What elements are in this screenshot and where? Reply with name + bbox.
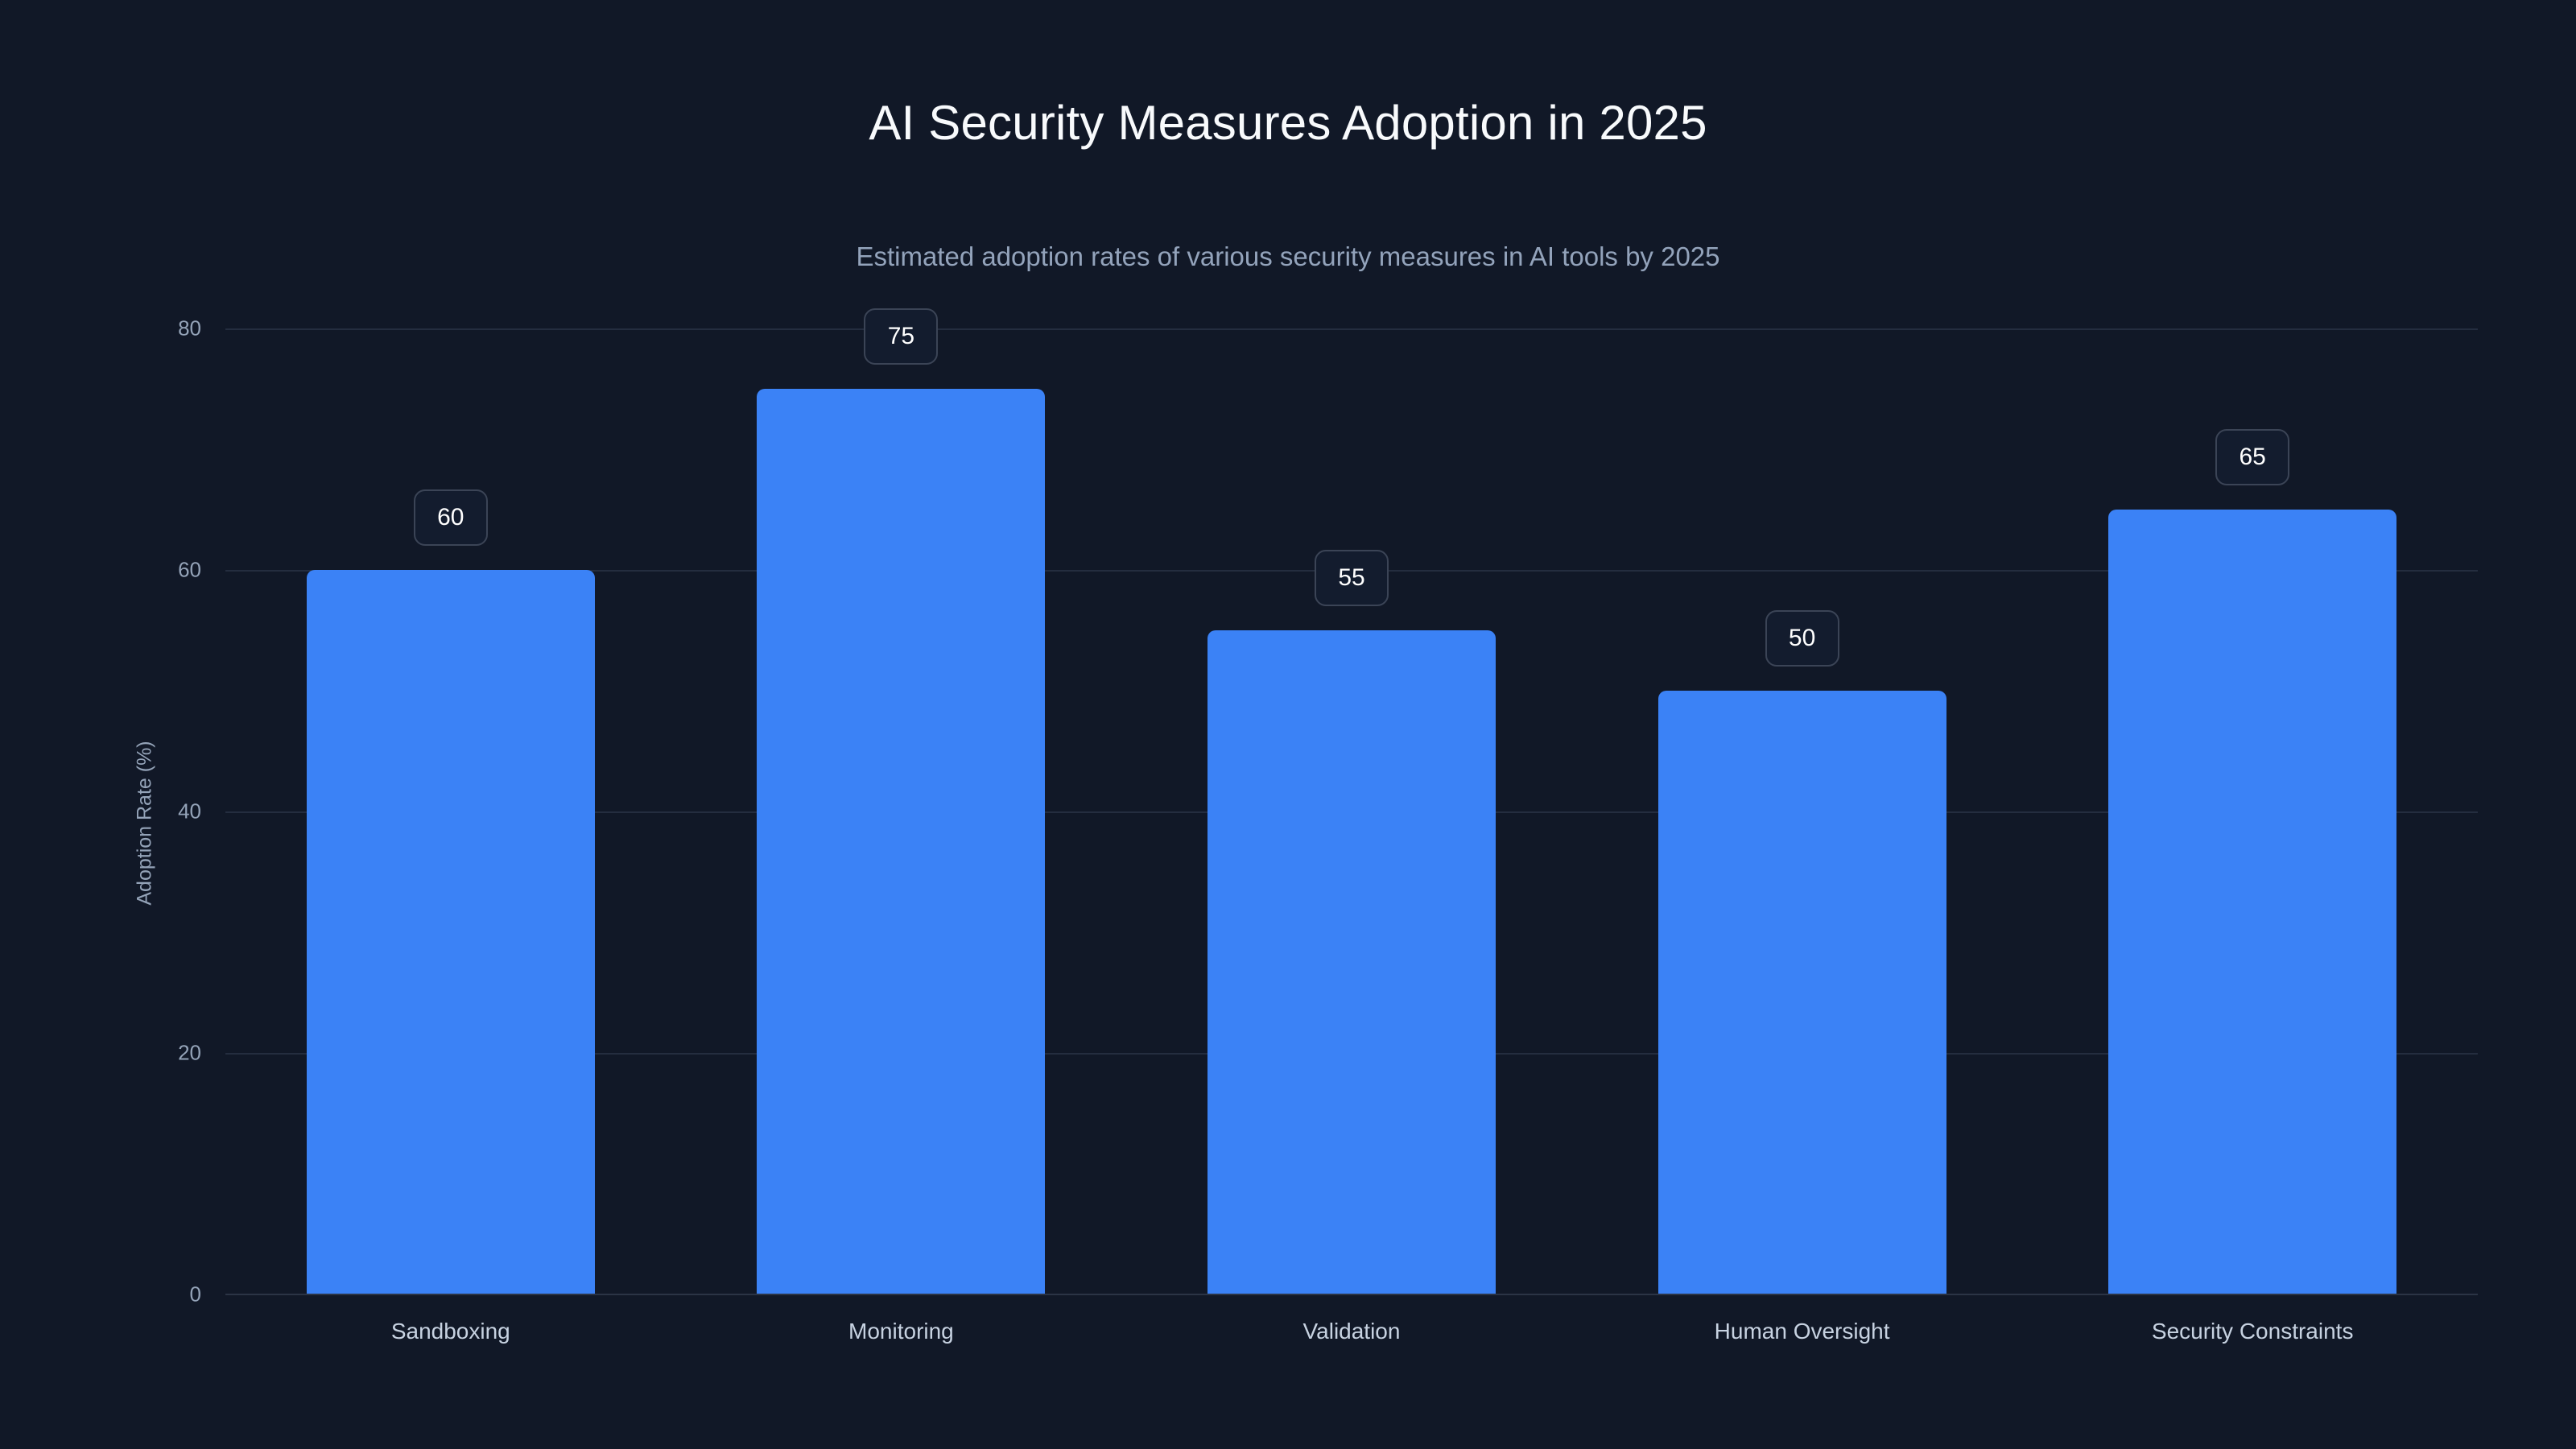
plot-area: [225, 328, 2478, 1294]
chart-subtitle: Estimated adoption rates of various secu…: [856, 242, 1720, 271]
bar-monitoring[interactable]: [757, 389, 1046, 1294]
bar-value-badge-sandboxing: 60: [413, 489, 488, 546]
x-tick-label-monitoring: Monitoring: [848, 1319, 954, 1344]
gridline-80: [225, 328, 2478, 330]
y-tick-label-20: 20: [178, 1040, 201, 1065]
x-axis-line: [225, 1294, 2478, 1295]
bar-human-oversight[interactable]: [1657, 691, 1946, 1294]
bar-value-badge-validation: 55: [1315, 550, 1389, 606]
y-tick-label-0: 0: [189, 1282, 201, 1307]
bar-security-constraints[interactable]: [2108, 510, 2397, 1294]
x-tick-label-validation: Validation: [1302, 1319, 1401, 1344]
bar-value-badge-human-oversight: 50: [1765, 610, 1839, 667]
x-tick-label-sandboxing: Sandboxing: [390, 1319, 510, 1344]
y-tick-label-80: 80: [178, 316, 201, 341]
bar-validation[interactable]: [1207, 630, 1496, 1294]
x-tick-label-human-oversight: Human Oversight: [1714, 1319, 1890, 1344]
bar-value-badge-security-constraints: 65: [2215, 429, 2290, 485]
bar-sandboxing[interactable]: [306, 570, 595, 1294]
bar-value-badge-monitoring: 75: [864, 308, 939, 365]
y-tick-label-60: 60: [178, 557, 201, 582]
x-tick-label-security-constraints: Security Constraints: [2151, 1319, 2354, 1344]
chart-title: AI Security Measures Adoption in 2025: [869, 96, 1707, 150]
y-tick-label-40: 40: [178, 799, 201, 824]
